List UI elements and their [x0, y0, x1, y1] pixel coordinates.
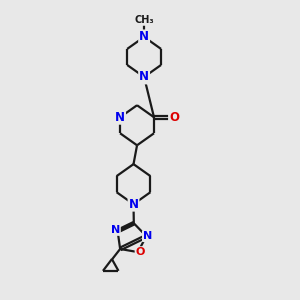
Text: N: N [128, 198, 139, 211]
Text: O: O [169, 111, 179, 124]
Text: N: N [115, 111, 125, 124]
Text: O: O [136, 247, 145, 257]
Text: N: N [111, 225, 120, 235]
Text: N: N [139, 30, 149, 44]
Text: N: N [139, 70, 149, 83]
Text: CH₃: CH₃ [134, 15, 154, 25]
Text: N: N [143, 231, 152, 241]
